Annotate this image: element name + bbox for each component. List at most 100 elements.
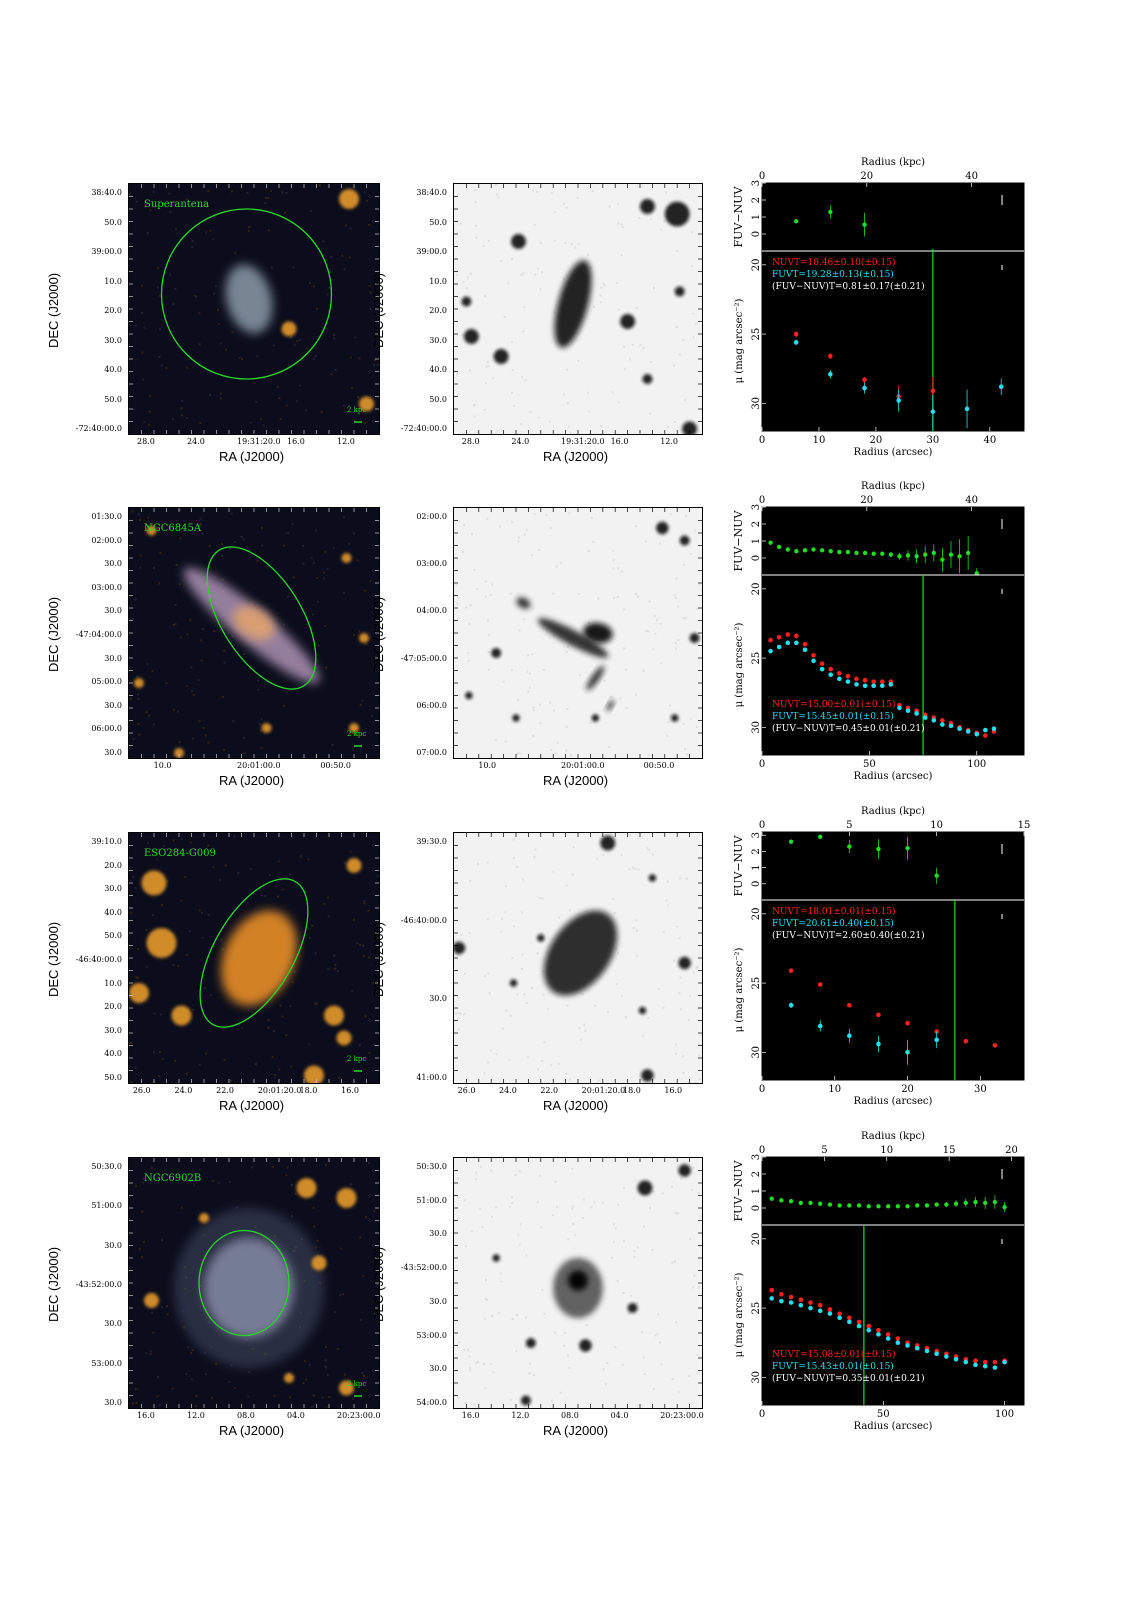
dec-tick-label: -47:05:00.0 (400, 653, 447, 663)
noise-speck (192, 737, 195, 740)
noise-speck (234, 252, 237, 255)
galaxy-emission (233, 605, 275, 641)
noise-speck (142, 378, 145, 381)
noise-speck (315, 667, 318, 670)
noise-speck (635, 525, 638, 528)
nuv-point (963, 1038, 969, 1044)
star (641, 1069, 654, 1082)
noise-speck (192, 694, 195, 697)
fuv-point (793, 340, 799, 345)
fuv-point (862, 683, 868, 689)
noise-speck (682, 1055, 685, 1058)
color-axis-label: FUV−NUV (732, 1159, 745, 1221)
y-tick-label: 1 (751, 214, 762, 220)
fuv-point (948, 723, 954, 729)
noise-speck (511, 1202, 514, 1205)
noise-speck (518, 629, 521, 632)
color-point (847, 1203, 852, 1208)
dec-tick-label: 20.0 (104, 306, 122, 315)
noise-speck (166, 1313, 169, 1316)
noise-speck (267, 229, 270, 232)
dec-tick-label: -46:40:00.0 (400, 915, 447, 925)
star (679, 535, 690, 546)
noise-speck (529, 410, 532, 413)
nuv-point (768, 637, 773, 643)
mu-panel (761, 250, 1025, 432)
noise-speck (485, 1298, 488, 1301)
noise-speck (369, 308, 372, 311)
noise-speck (457, 1177, 460, 1180)
noise-speck (281, 888, 284, 891)
noise-speck (617, 222, 620, 225)
dec-tick-label: 30.0 (104, 606, 122, 616)
noise-speck (370, 714, 373, 717)
noise-speck (299, 854, 302, 857)
nuv-point (866, 1323, 872, 1329)
noise-speck (368, 1051, 371, 1054)
noise-speck (358, 1044, 361, 1047)
noise-speck (190, 1352, 193, 1355)
noise-speck (134, 886, 137, 889)
noise-speck (243, 736, 246, 739)
noise-speck (199, 523, 202, 526)
scalebar-label: 2 kpc (347, 730, 367, 738)
profile-plot: 0 1 2 3 0 20 40 Radius (kpc) FUV−NUV 20 25 30 0 50 100… (712, 474, 1064, 782)
noise-speck (224, 864, 227, 867)
noise-speck (494, 1206, 497, 1209)
noise-speck (222, 626, 225, 629)
color-point (895, 1204, 901, 1209)
galaxy-emission (606, 699, 615, 712)
star (511, 234, 526, 249)
x2-tick-label: 0 (759, 1145, 765, 1156)
x-tick-label: 20 (870, 435, 883, 446)
noise-speck (327, 309, 330, 312)
noise-speck (145, 711, 148, 714)
x2-tick-label: 20 (860, 495, 873, 506)
noise-speck (612, 567, 615, 570)
noise-speck (511, 957, 514, 960)
noise-speck (172, 963, 175, 966)
noise-speck (475, 224, 478, 227)
noise-speck (654, 1334, 657, 1337)
noise-speck (180, 899, 183, 902)
noise-speck (584, 1030, 587, 1033)
noise-speck (352, 532, 355, 535)
noise-speck (258, 722, 261, 725)
noise-speck (542, 993, 545, 996)
noise-speck (494, 184, 497, 187)
fuv-point (854, 682, 859, 687)
fuv-point (963, 1359, 969, 1365)
noise-speck (585, 1323, 588, 1326)
color-point (785, 547, 790, 552)
ra-tick-label: 20:01:00.0 (561, 761, 605, 770)
dec-tick-label: 50.0 (104, 931, 122, 941)
noise-speck (684, 748, 687, 751)
noise-speck (202, 726, 205, 729)
noise-speck (541, 1060, 544, 1063)
noise-speck (471, 1230, 474, 1233)
color-panel (761, 1156, 1025, 1226)
noise-speck (151, 1311, 154, 1314)
noise-speck (699, 1215, 702, 1218)
noise-speck (659, 228, 662, 231)
noise-speck (191, 1349, 194, 1352)
y-tick-label: 25 (751, 977, 762, 990)
x2-tick-label: 40 (965, 495, 978, 506)
dec-tick-label: 38:40.0 (416, 188, 447, 197)
noise-speck (281, 191, 284, 194)
fuv-point (794, 640, 799, 646)
noise-speck (312, 1206, 315, 1209)
noise-speck (690, 265, 693, 268)
noise-speck (195, 1404, 198, 1407)
noise-speck (310, 556, 313, 559)
noise-speck (137, 697, 140, 700)
noise-speck (180, 407, 183, 410)
noise-speck (308, 282, 311, 285)
noise-speck (217, 322, 220, 325)
noise-speck (532, 735, 535, 738)
color-point (811, 547, 816, 552)
noise-speck (228, 1380, 231, 1383)
noise-speck (549, 701, 552, 704)
noise-speck (491, 1314, 494, 1317)
noise-speck (651, 853, 654, 856)
